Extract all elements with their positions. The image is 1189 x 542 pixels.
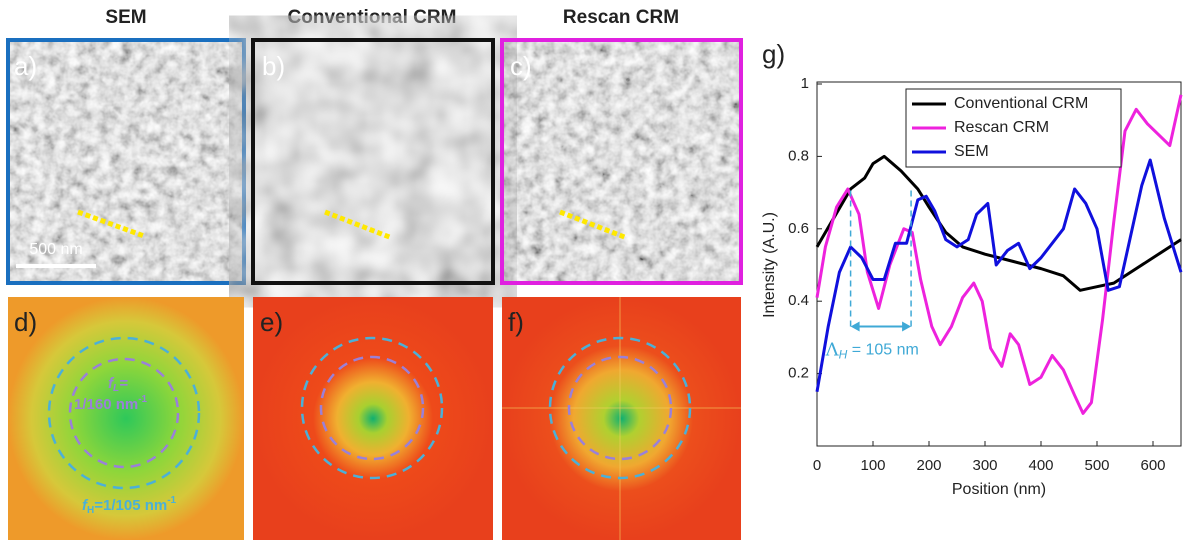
scale-bar-label: 500 nm <box>29 241 82 258</box>
exponent: -1 <box>138 394 147 405</box>
panel-label: d) <box>14 307 37 337</box>
x-axis-label: Position (nm) <box>952 481 1046 498</box>
x-tick-label: 500 <box>1084 457 1109 474</box>
y-tick-label: 0.4 <box>788 292 809 309</box>
subscript: L <box>113 383 119 394</box>
x-tick-label: 100 <box>860 457 885 474</box>
panel-header: Conventional CRM <box>288 7 457 28</box>
panel-label: e) <box>260 307 283 337</box>
panel-label: f) <box>508 307 524 337</box>
fft-low-value: 1/160 nm-1 <box>74 394 148 413</box>
image-b: b) <box>251 38 495 285</box>
line-chart: 0 100 200 300 400 500 600 0.2 0.4 0.6 0.8 1 Position… <box>761 75 1183 498</box>
equals: = <box>119 375 128 392</box>
panel-header: Rescan CRM <box>563 7 679 28</box>
arrow-head <box>902 321 912 332</box>
series-line <box>815 158 1183 392</box>
arrow-head <box>850 321 860 332</box>
annotation-label: ΛH = 105 nm <box>825 340 919 362</box>
image-c: c) <box>500 38 743 285</box>
panel-label: a) <box>14 51 37 81</box>
x-tick-label: 0 <box>813 457 821 474</box>
x-tick-label: 300 <box>972 457 997 474</box>
fft-e: e) <box>253 297 493 540</box>
fft-f: f) <box>502 297 741 540</box>
fft-d: fL= 1/160 nm-1 fH=1/105 nm-1 d) <box>8 297 244 540</box>
y-axis-label: Intensity (A.U.) <box>761 212 778 318</box>
panel-header: SEM <box>105 7 146 28</box>
panel-label: c) <box>510 51 532 81</box>
subscript: H <box>87 505 94 516</box>
fft-high-label: fH=1/105 nm-1 <box>82 495 177 516</box>
subscript: H <box>839 348 848 362</box>
text: = 105 nm <box>847 342 919 359</box>
y-tick-label: 0.2 <box>788 365 809 382</box>
exponent: -1 <box>167 495 176 506</box>
x-tick-label: 600 <box>1140 457 1165 474</box>
y-tick-label: 1 <box>801 75 809 92</box>
symbol: f <box>108 375 115 392</box>
legend-label: Rescan CRM <box>954 119 1049 136</box>
legend-label: Conventional CRM <box>954 95 1088 112</box>
image-a: 500 nm a) <box>6 38 246 285</box>
fft-low-label: fL= <box>108 375 128 394</box>
value: =1/105 nm <box>94 497 167 514</box>
x-tick-label: 200 <box>916 457 941 474</box>
x-tick-label: 400 <box>1028 457 1053 474</box>
legend-label: SEM <box>954 143 989 160</box>
series-line <box>815 94 1183 415</box>
panel-label: b) <box>262 51 285 81</box>
y-tick-label: 0.6 <box>788 220 809 237</box>
y-tick-label: 0.8 <box>788 147 809 164</box>
value: 1/160 nm <box>74 396 138 413</box>
symbol: f <box>82 497 89 514</box>
panel-label: g) <box>762 39 785 69</box>
symbol: Λ <box>825 340 840 361</box>
